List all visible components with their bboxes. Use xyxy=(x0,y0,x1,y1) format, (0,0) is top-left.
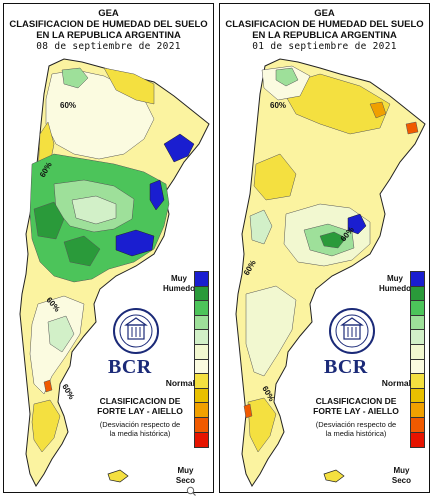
legend-swatch xyxy=(195,330,208,345)
very-humid-zone-center xyxy=(347,213,367,235)
dry-zone-northwest xyxy=(253,153,297,201)
legend-color-scale xyxy=(410,271,425,449)
wet-zone-north xyxy=(275,67,299,87)
dry-zone-patagonia-south xyxy=(31,399,61,453)
title-country: EN LA REPUBLICA ARGENTINA xyxy=(36,30,181,41)
title-gea: GEA xyxy=(314,8,335,19)
legend-label-normal: Normal xyxy=(165,378,195,388)
deviation-note: (Desviación respecto de la media históri… xyxy=(315,420,397,438)
title-country: EN LA REPUBLICA ARGENTINA xyxy=(252,30,397,41)
legend-swatch xyxy=(195,359,208,375)
legend-swatch xyxy=(195,272,208,287)
legend-swatch xyxy=(411,417,424,433)
contour-label: 60% xyxy=(270,101,286,110)
title-gea: GEA xyxy=(98,8,119,19)
legend-swatch xyxy=(411,301,424,316)
legend-swatch xyxy=(411,374,424,389)
bcr-logo-text: BCR xyxy=(324,356,368,378)
wet-zone-north xyxy=(61,67,89,89)
map-title: GEA CLASIFICACION DE HUMEDAD DEL SUELO E… xyxy=(4,8,213,52)
title-classification: CLASIFICACION DE HUMEDAD DEL SUELO xyxy=(9,19,208,30)
very-wet-zone-2 xyxy=(63,235,101,267)
very-dry-spot-east xyxy=(405,121,419,135)
legend-swatch xyxy=(411,432,424,448)
pale-wet-zone-center xyxy=(71,195,117,225)
bolsa-comercio-rosario-seal xyxy=(113,308,159,354)
title-classification: CLASIFICACION DE HUMEDAD DEL SUELO xyxy=(225,19,424,30)
very-humid-zone-east-2 xyxy=(149,179,165,211)
legend-swatch xyxy=(411,344,424,360)
dry-zone-northeast xyxy=(103,67,155,105)
soil-moisture-map-panel-left: 60% 60% 60% 60% GEA CLASIFICACION DE HUM… xyxy=(3,3,214,493)
malvinas-islands xyxy=(323,469,345,483)
legend-swatch xyxy=(195,315,208,331)
legend-swatch xyxy=(411,403,424,418)
very-dry-spot xyxy=(243,403,253,419)
argentina-map-right: 60% 60% 60% 60% xyxy=(235,58,426,487)
legend-label-very-humid: Muy Humedo xyxy=(163,274,195,293)
very-wet-zone-1 xyxy=(33,201,65,240)
very-humid-zone-south xyxy=(115,229,155,257)
magnifier-icon[interactable] xyxy=(186,486,196,496)
legend-swatch xyxy=(195,432,208,448)
dry-zone-patagonia-south xyxy=(247,397,277,453)
legend-swatch xyxy=(411,315,424,331)
deviation-note: (Desviación respecto de la media históri… xyxy=(99,420,181,438)
normal-zone-patagonia xyxy=(245,285,297,377)
legend-swatch xyxy=(411,388,424,404)
legend-swatch xyxy=(195,286,208,302)
argentina-map-left: 60% 60% 60% 60% xyxy=(19,58,210,487)
very-humid-zone-east xyxy=(163,133,195,163)
source-label: CLASIFICACION DE FORTE LAY - AIELLO xyxy=(97,396,183,416)
legend-label-very-dry: Muy Seco xyxy=(175,466,195,485)
malvinas-islands xyxy=(107,469,129,483)
legend-swatch xyxy=(195,344,208,360)
source-label: CLASIFICACION DE FORTE LAY - AIELLO xyxy=(313,396,399,416)
legend-color-scale xyxy=(194,271,209,449)
legend-swatch xyxy=(195,388,208,404)
very-dry-spot-north xyxy=(369,101,387,119)
legend-swatch xyxy=(195,301,208,316)
legend-label-very-dry: Muy Seco xyxy=(391,466,411,485)
legend-swatch xyxy=(411,272,424,287)
legend-swatch xyxy=(411,286,424,302)
legend-swatch xyxy=(195,417,208,433)
legend-swatch xyxy=(195,403,208,418)
contour-label: 60% xyxy=(60,101,76,110)
wet-zone-patagonia xyxy=(47,315,75,353)
soil-moisture-map-panel-right: 60% 60% 60% 60% GEA CLASIFICACION DE HUM… xyxy=(219,3,430,493)
very-dry-spot xyxy=(43,379,53,393)
bolsa-comercio-rosario-seal xyxy=(329,308,375,354)
legend-label-very-humid: Muy Humedo xyxy=(379,274,411,293)
contour-label: 60% xyxy=(60,383,76,401)
legend-swatch xyxy=(411,330,424,345)
map-date: 08 de septiembre de 2021 xyxy=(36,41,181,52)
legend-swatch xyxy=(195,374,208,389)
legend-swatch xyxy=(411,359,424,375)
map-title: GEA CLASIFICACION DE HUMEDAD DEL SUELO E… xyxy=(220,8,429,52)
map-date: 01 de septiembre de 2021 xyxy=(252,41,397,52)
wet-zone-west xyxy=(249,209,273,245)
legend-label-normal: Normal xyxy=(381,378,411,388)
very-wet-zone-center xyxy=(319,231,347,249)
dry-zone-north xyxy=(279,73,391,135)
bcr-logo-text: BCR xyxy=(108,356,152,378)
